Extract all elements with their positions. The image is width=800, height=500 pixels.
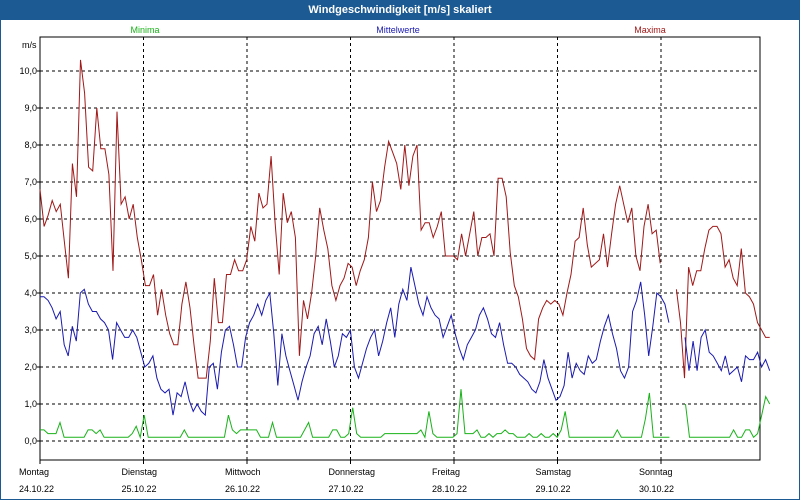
x-day-label: Mittwoch [225, 467, 261, 477]
x-date-label: 24.10.22 [19, 484, 54, 494]
x-date-label: 29.10.22 [536, 484, 571, 494]
series-layer [39, 59, 771, 440]
x-day-label: Sonntag [639, 467, 673, 477]
y-tick-label: 2,0 [24, 362, 37, 372]
series-line-mittelwerte [40, 266, 771, 417]
y-tick-label: 9,0 [24, 103, 37, 113]
x-day-label: Freitag [432, 467, 460, 477]
x-day-label: Samstag [536, 467, 572, 477]
axis-labels: 0,0 1,0 2,0 3,0 4,0 5,0 6,0 7,0 8,0 9,0 10,0 Montag… [19, 66, 674, 494]
x-date-label: 28.10.22 [432, 484, 467, 494]
y-axis-unit: m/s [22, 40, 37, 50]
y-tick-label: 5,0 [24, 251, 37, 261]
x-date-label: 26.10.22 [225, 484, 260, 494]
y-tick-label: 0,0 [24, 436, 37, 446]
x-date-label: 30.10.22 [639, 484, 674, 494]
grid [37, 37, 760, 464]
plot-area [39, 36, 761, 461]
x-date-label: 25.10.22 [122, 484, 157, 494]
y-tick-label: 8,0 [24, 140, 37, 150]
series-line-maxima [39, 59, 770, 379]
x-day-label: Montag [19, 467, 49, 477]
x-date-label: 27.10.22 [329, 484, 364, 494]
legend-minima: Minima [130, 25, 159, 35]
y-tick-label: 4,0 [24, 288, 37, 298]
y-tick-label: 3,0 [24, 325, 37, 335]
chart-title: Windgeschwindigkeit [m/s] skaliert [0, 0, 800, 20]
x-day-label: Donnerstag [329, 467, 376, 477]
legend-maxima: Maxima [634, 25, 666, 35]
x-day-label: Dienstag [122, 467, 158, 477]
y-tick-label: 6,0 [24, 214, 37, 224]
legend-mittelwerte: Mittelwerte [376, 25, 420, 35]
y-tick-label: 1,0 [24, 399, 37, 409]
y-tick-label: 10,0 [19, 66, 37, 76]
series-line-minima [40, 389, 771, 440]
y-tick-label: 7,0 [24, 177, 37, 187]
